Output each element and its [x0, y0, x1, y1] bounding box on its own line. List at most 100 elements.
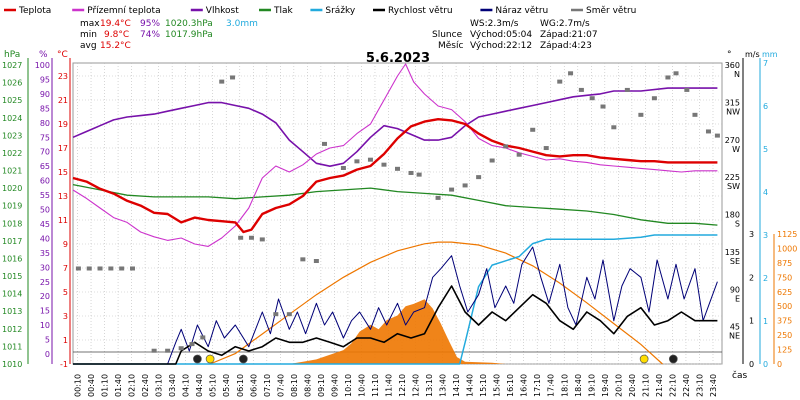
x-tick-label: 09:10 — [317, 374, 326, 397]
wind-direction-point — [321, 141, 327, 146]
astro-block: WS:2.3m/s WG:2.7m/s Slunce Východ:05:04 … — [432, 19, 598, 51]
solar-tick-label: 1125 — [777, 230, 797, 239]
stats-max-label: max — [80, 19, 100, 29]
wind-direction-point — [611, 125, 617, 130]
temperature-tick-label: 3 — [63, 312, 68, 321]
x-tick-label: 03:10 — [155, 374, 164, 397]
pressure-tick-label: 1011 — [2, 342, 22, 351]
series-gust-line — [73, 246, 718, 365]
wind-gust-info: WG:2.7m/s — [540, 19, 590, 29]
direction-letter-label: S — [735, 220, 740, 229]
direction-letter-label: NW — [726, 107, 740, 116]
pressure-tick-label: 1025 — [2, 96, 22, 105]
temperature-tick-label: 21 — [58, 96, 68, 105]
x-tick-label: 23:10 — [695, 374, 704, 397]
pressure-tick-label: 1012 — [2, 325, 22, 334]
wind-direction-point — [395, 166, 400, 171]
temperature-tick-label: 15 — [58, 168, 68, 177]
sun-rise: Východ:05:04 — [470, 30, 532, 40]
temperature-tick-label: 7 — [63, 264, 68, 273]
wind-direction-layer — [75, 71, 720, 353]
humidity-tick-label: 90 — [40, 90, 50, 99]
humidity-tick-label: 65 — [40, 162, 50, 171]
legend-label: Směr větru — [586, 6, 636, 16]
wind-direction-point — [86, 266, 92, 271]
x-tick-label: 01:40 — [114, 374, 123, 397]
wind-direction-point — [516, 152, 522, 157]
x-tick-label: 17:40 — [547, 374, 556, 397]
pressure-tick-label: 1013 — [2, 307, 22, 316]
legend: Teplota Přízemní teplota Vlhkost Tlak Srážky… — [4, 6, 636, 16]
x-tick-label: 17:10 — [533, 374, 542, 397]
x-tick-label: 09:40 — [330, 374, 339, 397]
wind-direction-point — [638, 112, 644, 117]
wind-direction-point — [489, 158, 495, 163]
x-tick-label: 08:40 — [303, 374, 312, 397]
direction-tick-label: 225 — [725, 173, 740, 182]
x-tick-label: 18:40 — [574, 374, 583, 397]
sun-set: Západ:21:07 — [540, 30, 598, 40]
stats-min-hum: 74% — [140, 30, 160, 40]
wind-direction-point — [692, 112, 698, 117]
solar-tick-label: 875 — [777, 259, 792, 268]
series-pressure-line — [72, 183, 718, 226]
x-tick-label: 13:40 — [439, 374, 448, 397]
temperature-tick-label: 17 — [58, 144, 68, 153]
x-tick-label: 00:40 — [87, 374, 96, 397]
wind-direction-point — [665, 75, 671, 80]
rain-tick-label: 7 — [763, 59, 768, 68]
pressure-tick-label: 1014 — [2, 290, 22, 299]
wind-direction-point — [129, 266, 135, 271]
temperature-tick-label: 1 — [63, 336, 68, 345]
x-tick-label: 14:10 — [452, 374, 461, 397]
solar-tick-label: 625 — [777, 288, 792, 297]
direction-tick-label: 270 — [725, 136, 740, 145]
wind-tick-label: 1 — [749, 317, 754, 326]
legend-label: Přízemní teplota — [87, 6, 160, 16]
unit-deg: ° — [727, 50, 732, 60]
humidity-tick-label: 5 — [45, 336, 50, 345]
temperature-tick-label: 13 — [58, 192, 68, 201]
humidity-tick-label: 40 — [40, 234, 50, 243]
wind-direction-point — [684, 87, 690, 92]
moon-event-marker — [239, 354, 248, 364]
humidity-tick-label: 85 — [40, 104, 50, 113]
humidity-tick-label: 80 — [40, 119, 50, 128]
temperature-tick-label: 9 — [63, 240, 68, 249]
wind-direction-point — [108, 266, 114, 271]
pressure-tick-label: 1026 — [2, 79, 22, 88]
axes-layer: 00:10 00:40 01:10 01:40 02:10 02:40 03:10 03:40… — [2, 58, 797, 397]
series-humidity-line — [72, 87, 718, 167]
x-tick-label: 15:10 — [479, 374, 488, 397]
unit-mm: mm — [762, 50, 778, 59]
rain-tick-label: 3 — [763, 231, 768, 240]
wind-direction-point — [543, 146, 549, 151]
x-tick-label: 14:40 — [466, 374, 475, 397]
legend-label: Vlhkost — [206, 6, 239, 16]
humidity-tick-label: 50 — [40, 206, 50, 215]
x-tick-label: 22:10 — [668, 374, 677, 397]
stats-avg-label: avg — [80, 41, 97, 51]
legend-label: Tlak — [273, 6, 294, 16]
chart-title-date: 5.6.2023 — [366, 51, 430, 66]
x-tick-label: 15:40 — [493, 374, 502, 397]
sun-label: Slunce — [432, 30, 463, 40]
x-tick-label: 07:10 — [263, 374, 272, 397]
x-tick-label: 20:10 — [614, 374, 623, 397]
rain-tick-label: 5 — [763, 145, 768, 154]
direction-tick-label: 180 — [725, 211, 740, 220]
rain-tick-label: 0 — [763, 360, 768, 369]
unit-degc: °C — [57, 50, 68, 60]
pressure-tick-label: 1024 — [2, 114, 22, 123]
x-tick-label: 21:40 — [655, 374, 664, 397]
temperature-tick-label: 11 — [58, 216, 68, 225]
direction-tick-label: 315 — [725, 98, 740, 107]
direction-tick-label: 45 — [730, 323, 740, 332]
x-tick-label: 02:10 — [128, 374, 137, 397]
time-axis-label: čas — [732, 370, 747, 381]
x-tick-label: 11:10 — [371, 374, 380, 397]
x-tick-label: 04:40 — [195, 374, 204, 397]
sun-event-marker — [639, 354, 649, 364]
x-tick-label: 16:10 — [506, 374, 515, 397]
humidity-tick-label: 70 — [40, 148, 50, 157]
